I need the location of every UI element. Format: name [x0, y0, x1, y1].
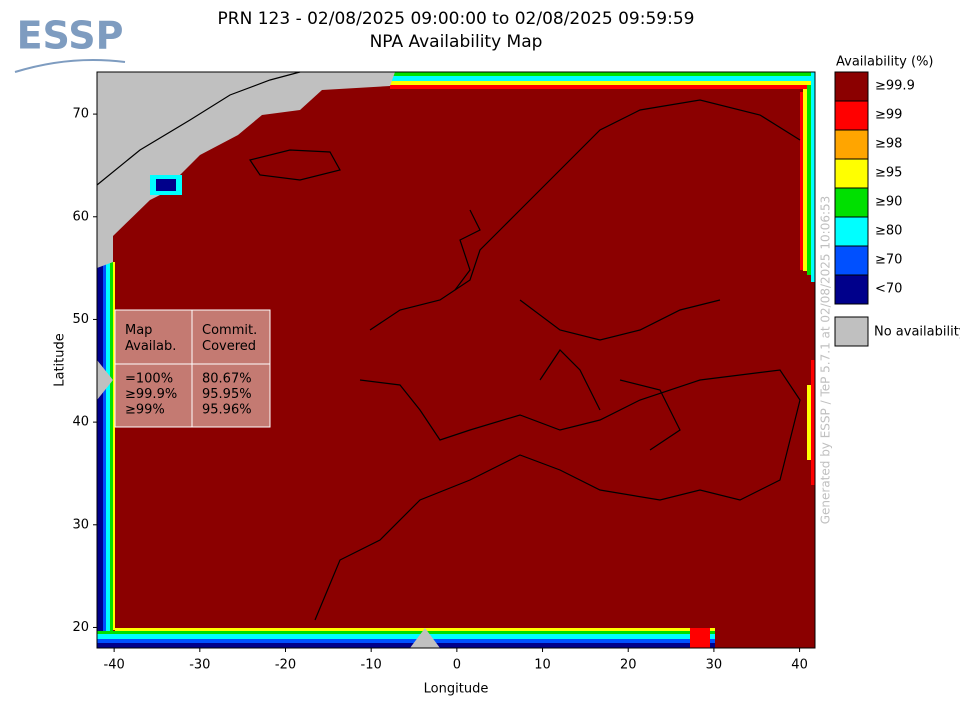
legend-label: ≥70 — [875, 253, 902, 268]
no-availability-area — [97, 360, 113, 400]
legend-swatch — [834, 158, 869, 189]
band — [390, 81, 815, 85]
band — [115, 628, 715, 631]
y-axis-label: Latitude — [53, 333, 68, 387]
stats-table: Map Availab. Commit. Covered =100% 80.67% ≥99.… — [114, 309, 271, 428]
logo-swoosh — [14, 58, 126, 73]
y-tick-label: 20 — [72, 620, 89, 635]
x-tick-label: -20 — [275, 658, 296, 673]
band — [811, 360, 815, 485]
x-tick-label: 30 — [706, 658, 723, 673]
table-cell: =100% — [125, 372, 173, 387]
band — [715, 628, 815, 648]
coastlines — [96, 71, 801, 621]
legend-label: <70 — [875, 282, 902, 297]
legend-label: ≥95 — [875, 166, 902, 181]
legend-label: ≥99 — [875, 108, 902, 123]
band — [690, 628, 710, 648]
watermark: Generated by ESSP / TeP 5.7.1 at 02/08/2… — [819, 196, 833, 525]
band — [106, 262, 110, 648]
logo: ESSP — [17, 14, 124, 58]
table-cell: 95.95% — [202, 387, 252, 402]
band — [803, 89, 807, 271]
y-tick-label: 40 — [72, 415, 89, 430]
legend-label: ≥90 — [875, 195, 902, 210]
table-cell: ≥99% — [125, 403, 165, 418]
x-tick-label: -10 — [361, 658, 382, 673]
band — [390, 72, 815, 76]
legend-swatch — [834, 274, 869, 305]
band — [97, 634, 815, 639]
x-tick-label: 10 — [534, 658, 551, 673]
table-cell: 80.67% — [202, 372, 252, 387]
legend-label: ≥99.9 — [875, 79, 915, 94]
legend-label: ≥80 — [875, 224, 902, 239]
no-availability-area — [97, 72, 395, 268]
x-tick-label: -30 — [189, 658, 210, 673]
x-tick-label: 0 — [453, 658, 461, 673]
band — [97, 260, 103, 648]
band — [113, 262, 115, 630]
legend-swatch — [834, 245, 869, 276]
band — [97, 639, 815, 643]
legend-label: No availability — [874, 325, 960, 340]
band — [807, 85, 811, 275]
plot-frame — [96, 71, 816, 649]
x-axis-label: Longitude — [424, 682, 489, 697]
y-tick-label: 70 — [72, 107, 89, 122]
band — [156, 179, 176, 191]
band — [807, 385, 811, 460]
band — [103, 262, 106, 648]
table-cell: Commit. Covered — [202, 323, 257, 354]
table-cell: Map Availab. — [125, 323, 176, 354]
band — [110, 262, 113, 648]
x-tick-label: 20 — [620, 658, 637, 673]
y-tick-label: 60 — [72, 209, 89, 224]
table-cell: 95.96% — [202, 403, 252, 418]
band — [97, 643, 815, 648]
legend-swatch — [834, 216, 869, 247]
legend-label: ≥98 — [875, 137, 902, 152]
x-tick-label: 40 — [791, 658, 808, 673]
table-cell: ≥99.9% — [125, 387, 177, 402]
subtitle: NPA Availability Map — [370, 32, 543, 52]
y-tick-label: 50 — [72, 312, 89, 327]
y-tick-label: 30 — [72, 517, 89, 532]
band — [97, 631, 815, 634]
x-tick-label: -40 — [104, 658, 125, 673]
no-availability-area — [410, 628, 440, 648]
band — [811, 72, 815, 282]
legend-swatch — [834, 129, 869, 160]
legend-swatch — [834, 316, 869, 347]
band — [800, 92, 803, 270]
legend-swatch — [834, 71, 869, 102]
band — [390, 85, 815, 89]
legend-swatch — [834, 100, 869, 131]
band — [390, 76, 815, 81]
legend-title: Availability (%) — [836, 55, 934, 70]
title: PRN 123 - 02/08/2025 09:00:00 to 02/08/2… — [218, 9, 695, 29]
legend-swatch — [834, 187, 869, 218]
